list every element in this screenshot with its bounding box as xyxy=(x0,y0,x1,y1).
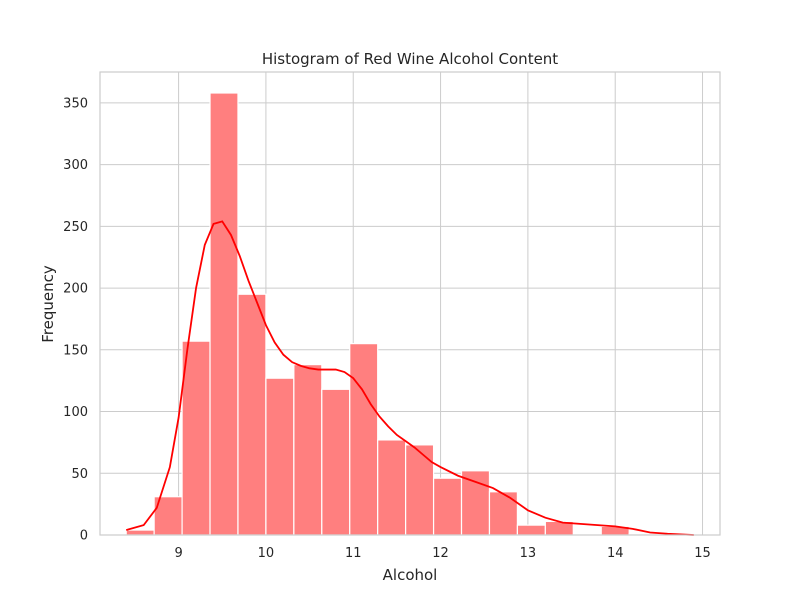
y-tick-label: 0 xyxy=(80,529,88,544)
histogram-bar xyxy=(293,364,323,536)
x-tick-label: 14 xyxy=(607,546,624,561)
x-tick-label: 10 xyxy=(258,546,275,561)
x-axis-label: Alcohol xyxy=(383,566,438,584)
chart-title: Histogram of Red Wine Alcohol Content xyxy=(262,50,558,68)
x-tick-label: 15 xyxy=(694,546,711,561)
x-tick-label: 9 xyxy=(174,546,182,561)
histogram-bar xyxy=(321,388,351,536)
histogram-bar xyxy=(405,444,435,536)
histogram-bar xyxy=(209,92,239,536)
y-tick-label: 350 xyxy=(63,96,88,111)
y-tick-label: 150 xyxy=(63,343,88,358)
y-tick-label: 250 xyxy=(63,220,88,235)
histogram-bar xyxy=(488,491,519,536)
histogram-bar xyxy=(377,439,407,536)
histogram-bars xyxy=(125,92,686,536)
histogram-bar xyxy=(349,343,379,536)
y-tick-label: 100 xyxy=(63,405,88,420)
histogram-bar xyxy=(125,529,155,536)
y-tick-label: 300 xyxy=(63,158,88,173)
histogram-bar xyxy=(516,524,546,536)
histogram-bar xyxy=(265,377,295,536)
kde-density-curve xyxy=(125,220,694,536)
x-tick-label: 11 xyxy=(345,546,362,561)
histogram-bar xyxy=(181,340,211,536)
y-axis-ticks: 0 50 100 150 200 250 300 350 xyxy=(63,96,88,543)
plot-area-frame xyxy=(99,71,721,536)
x-axis-ticks: 9 10 11 12 13 14 15 xyxy=(174,546,710,561)
y-axis-label: Frequency xyxy=(39,265,57,343)
x-tick-label: 13 xyxy=(520,546,537,561)
y-tick-label: 50 xyxy=(71,467,88,482)
histogram-bar xyxy=(237,293,267,536)
histogram-bar xyxy=(432,477,463,536)
y-tick-label: 200 xyxy=(63,282,88,297)
x-tick-label: 12 xyxy=(432,546,449,561)
histogram-bar xyxy=(460,470,491,536)
